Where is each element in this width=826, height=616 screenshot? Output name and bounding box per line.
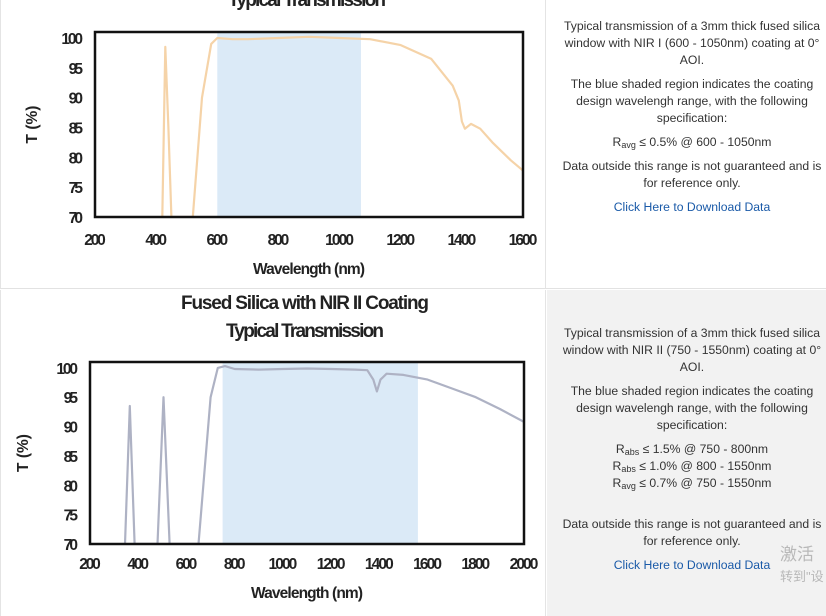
transmission-series-line [123, 365, 524, 544]
chart-subtitle: Typical Transmission [228, 0, 386, 11]
y-tick-label: 100 [56, 361, 78, 378]
shaded-region-note: The blue shaded region indicates the coa… [570, 77, 814, 125]
shaded-coating-region [222, 362, 418, 544]
y-tick-label: 90 [69, 91, 83, 108]
x-tick-label: 1000 [325, 232, 354, 249]
disclaimer: Data outside this range is not guarantee… [562, 159, 822, 190]
download-data-link[interactable]: Click Here to Download Data [613, 558, 771, 572]
chart-cell-nir1: 200 400 600 800 1000 1200 1400 1600 70 75 80 85 90 95… [0, 0, 546, 288]
chart-subtitle: Typical Transmission [226, 321, 384, 342]
shaded-coating-region [217, 32, 361, 217]
y-tick-label: 80 [69, 150, 83, 167]
plot-frame [88, 360, 526, 546]
y-tick-label: 85 [69, 120, 84, 137]
y-tick-label: 95 [69, 61, 84, 78]
x-tick-label: 1600 [413, 556, 442, 573]
activation-watermark: 激活 转到"设 [780, 545, 824, 584]
y-tick-label: 75 [64, 508, 79, 525]
description-cell-nir1: Typical transmission of a 3mm thick fuse… [547, 0, 826, 288]
y-tick-label: 95 [64, 390, 79, 407]
x-tick-label: 1600 [509, 232, 538, 249]
x-tick-label: 2000 [510, 556, 539, 573]
description-nir2: Typical transmission of a 3mm thick fuse… [559, 325, 825, 581]
description-nir1: Typical transmission of a 3mm thick fuse… [559, 18, 825, 223]
chart-cell-nir2: 200 400 600 800 1000 1200 1400 1600 1800 2000 70 75… [0, 290, 546, 616]
y-tick-label: 100 [61, 31, 83, 48]
disclaimer: Data outside this range is not guarantee… [562, 517, 822, 548]
y-tick-label: 70 [69, 210, 83, 227]
y-axis-label: T (%) [15, 434, 32, 472]
y-tick-label: 80 [64, 478, 78, 495]
x-tick-label: 800 [268, 232, 290, 249]
product-row-nir2: 200 400 600 800 1000 1200 1400 1600 1800 2000 70 75… [0, 290, 826, 616]
x-tick-label: 200 [79, 556, 101, 573]
x-tick-label: 1200 [386, 232, 415, 249]
x-tick-label: 1400 [365, 556, 394, 573]
spec-line: Ravg ≤ 0.5% @ 600 - 1050nm [612, 135, 772, 150]
x-tick-label: 1000 [268, 556, 297, 573]
download-data-link[interactable]: Click Here to Download Data [613, 200, 771, 214]
y-tick-label: 75 [69, 180, 84, 197]
description-cell-nir2: Typical transmission of a 3mm thick fuse… [547, 290, 826, 616]
y-axis-label: T (%) [24, 106, 41, 144]
product-row-nir1: 200 400 600 800 1000 1200 1400 1600 70 75 80 85 90 95… [0, 0, 826, 289]
x-tick-label: 1200 [317, 556, 346, 573]
transmission-series-line [161, 35, 523, 217]
description-intro: Typical transmission of a 3mm thick fuse… [562, 326, 822, 374]
x-tick-label: 800 [224, 556, 246, 573]
transmission-chart-nir1: 200 400 600 800 1000 1200 1400 1600 70 75 80 85 90 95… [24, 0, 538, 278]
x-tick-label: 600 [176, 556, 198, 573]
x-axis-label: Wavelength (nm) [251, 585, 363, 602]
x-tick-label: 600 [206, 232, 228, 249]
y-tick-label: 90 [64, 420, 78, 437]
chart-title: Fused Silica with NIR II Coating [181, 293, 429, 314]
spec-line: Rabs ≤ 1.0% @ 800 - 1550nm [612, 459, 772, 474]
x-axis-label: Wavelength (nm) [253, 261, 365, 278]
x-tick-label: 1400 [447, 232, 476, 249]
spec-line: Ravg ≤ 0.7% @ 750 - 1550nm [612, 476, 772, 491]
x-tick-label: 400 [145, 232, 167, 249]
plot-frame [93, 30, 525, 219]
x-tick-label: 200 [84, 232, 106, 249]
y-tick-label: 85 [64, 449, 79, 466]
x-tick-label: 1800 [461, 556, 490, 573]
transmission-chart-nir2: 200 400 600 800 1000 1200 1400 1600 1800 2000 70 75… [15, 293, 539, 602]
shaded-region-note: The blue shaded region indicates the coa… [570, 384, 814, 432]
spec-line: Rabs ≤ 1.5% @ 750 - 800nm [615, 442, 769, 457]
x-tick-label: 400 [127, 556, 149, 573]
description-intro: Typical transmission of a 3mm thick fuse… [563, 19, 821, 67]
y-tick-label: 70 [64, 537, 78, 554]
